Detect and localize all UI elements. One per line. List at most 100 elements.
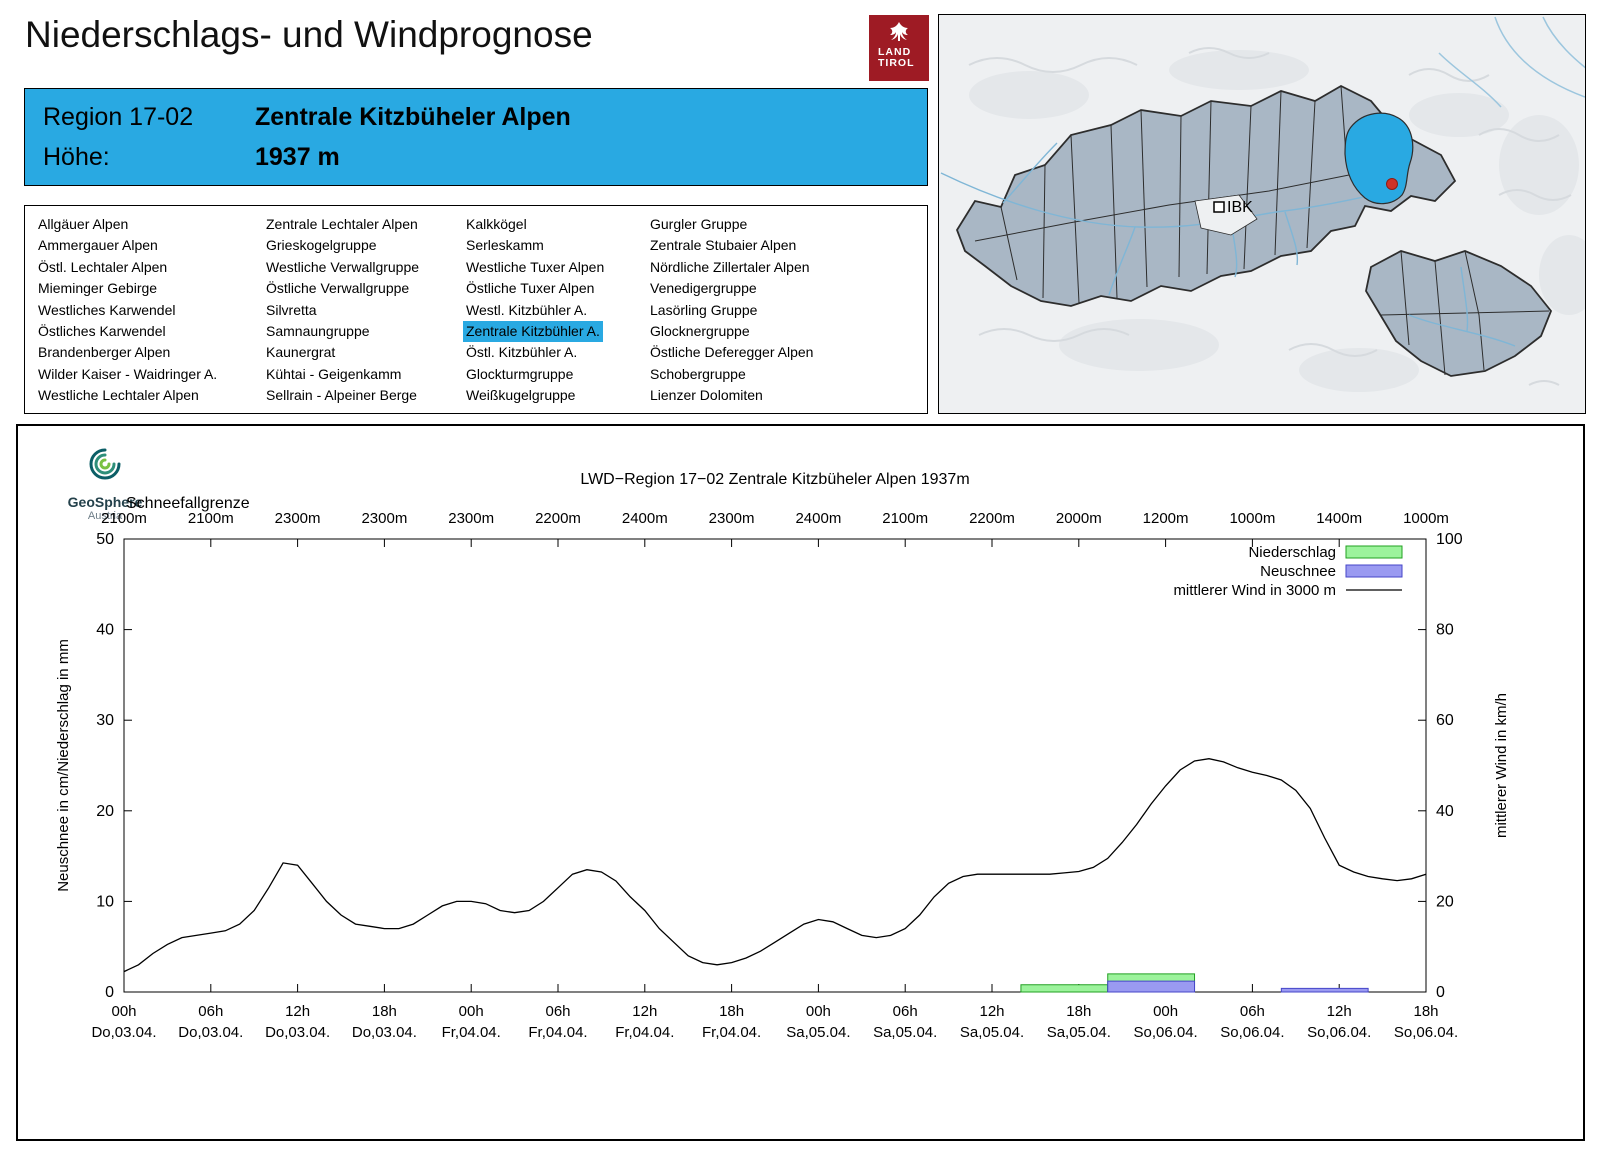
terrain-texture xyxy=(968,16,1585,392)
geosphere-sub: Austria xyxy=(87,510,123,522)
land-tirol-logo: LAND TIROL xyxy=(869,15,929,81)
x-tick-date: Fr,04.04. xyxy=(702,1024,761,1041)
region-list-column: Allgäuer Alpen Ammergauer Alpen Östl. Lech… xyxy=(35,214,263,413)
y-right-tick: 80 xyxy=(1436,622,1454,639)
schneefallgrenze-value: 2200m xyxy=(969,510,1015,527)
schneefallgrenze-value: 1400m xyxy=(1316,510,1362,527)
y-left-tick: 30 xyxy=(96,712,114,729)
region-list-item[interactable]: Lienzer Dolomiten xyxy=(650,387,763,404)
x-tick-time: 00h xyxy=(1153,1003,1178,1020)
region-list-item[interactable]: Kalkkögel xyxy=(466,216,527,232)
region-list-item[interactable]: Lasörling Gruppe xyxy=(650,301,758,318)
region-list-item[interactable]: Serleskamm xyxy=(466,237,544,254)
region-list-item[interactable]: Östl. Kitzbühler A. xyxy=(466,344,578,361)
y-left-tick: 10 xyxy=(96,893,114,910)
x-tick-time: 06h xyxy=(198,1003,223,1020)
region-list-item[interactable]: Östliche Verwallgruppe xyxy=(266,280,410,297)
region-list-item[interactable]: Zentrale Kitzbühler A. xyxy=(463,321,603,343)
geosphere-name: GeoSphere xyxy=(67,494,143,510)
region-list-item[interactable]: Wilder Kaiser - Waidringer A. xyxy=(38,365,218,382)
region-list-item[interactable]: Westliche Tuxer Alpen xyxy=(466,258,605,275)
chart-title: LWD−Region 17−02 Zentrale Kitzbüheler Al… xyxy=(580,471,969,488)
schneefallgrenze-value: 2300m xyxy=(448,510,494,527)
schneefallgrenze-value: 1000m xyxy=(1403,510,1449,527)
region-list-item[interactable]: Östliche Deferegger Alpen xyxy=(650,344,814,361)
tirol-map[interactable]: IBK xyxy=(938,14,1586,414)
x-tick-time: 06h xyxy=(1240,1003,1265,1020)
region-list-item[interactable]: Samnaungruppe xyxy=(266,323,370,340)
ibk-label: IBK xyxy=(1227,199,1253,216)
region-list-item[interactable]: Westl. Kitzbühler A. xyxy=(466,301,588,318)
x-tick-time: 12h xyxy=(1327,1003,1352,1020)
region-list-item[interactable]: Kühtai - Geigenkamm xyxy=(266,365,402,382)
y-right-tick: 40 xyxy=(1436,803,1454,820)
region-list-item[interactable]: Allgäuer Alpen xyxy=(38,216,129,232)
x-tick-date: So,06.04. xyxy=(1220,1024,1284,1041)
region-list-item[interactable]: Östliche Tuxer Alpen xyxy=(466,280,595,297)
map-canvas[interactable]: IBK xyxy=(939,15,1586,414)
region-list-item[interactable]: Schobergruppe xyxy=(650,365,746,382)
region-list-item[interactable]: Brandenberger Alpen xyxy=(38,344,171,361)
region-list: Allgäuer Alpen Ammergauer Alpen Östl. Lech… xyxy=(24,205,928,414)
x-tick-time: 18h xyxy=(719,1003,744,1020)
x-tick-time: 12h xyxy=(979,1003,1004,1020)
x-tick-time: 12h xyxy=(285,1003,310,1020)
schneefallgrenze-value: 2100m xyxy=(882,510,928,527)
x-tick-date: Do,03.04. xyxy=(91,1024,156,1041)
x-tick-date: So,06.04. xyxy=(1307,1024,1371,1041)
forecast-chart-panel: GeoSphere Austria LWD−Region 17−02 Zentr… xyxy=(16,424,1585,1141)
schneefallgrenze-value: 2200m xyxy=(535,510,581,527)
region-list-item[interactable]: Zentrale Stubaier Alpen xyxy=(650,237,797,254)
region-list-item[interactable]: Westliche Verwallgruppe xyxy=(266,258,420,275)
plot-frame xyxy=(123,538,1427,993)
schneefallgrenze-value: 1000m xyxy=(1229,510,1275,527)
region-list-column: Zentrale Lechtaler Alpen Grieskogelgruppe… xyxy=(263,214,463,413)
region-list-item[interactable]: Glocknergruppe xyxy=(650,323,750,340)
region-list-item[interactable]: Ammergauer Alpen xyxy=(38,237,158,254)
tirol-eagle-icon xyxy=(890,22,908,41)
region-header: Region 17-02 Zentrale Kitzbüheler Alpen … xyxy=(24,88,928,186)
y-right-tick: 20 xyxy=(1436,893,1454,910)
x-tick-time: 18h xyxy=(1413,1003,1438,1020)
region-list-item[interactable]: Mieminger Gebirge xyxy=(38,280,158,297)
region-list-item[interactable]: Weißkugelgruppe xyxy=(466,387,576,404)
region-list-item[interactable]: Venedigergruppe xyxy=(650,280,757,297)
region-list-item[interactable]: Kaunergrat xyxy=(266,344,336,361)
y-right-tick: 100 xyxy=(1436,531,1463,548)
region-list-item[interactable]: Glockturmgruppe xyxy=(466,365,574,382)
schneefallgrenze-value: 2400m xyxy=(622,510,668,527)
region-list-item[interactable]: Sellrain - Alpeiner Berge xyxy=(266,387,417,404)
schneefallgrenze-value: 2100m xyxy=(101,510,147,527)
region-list-item[interactable]: Östliches Karwendel xyxy=(38,323,166,340)
region-name: Zentrale Kitzbüheler Alpen xyxy=(255,102,571,131)
region-list-item[interactable]: Westliches Karwendel xyxy=(38,301,176,318)
region-list-column: Gurgler Gruppe Zentrale Stubaier Alpen Nör… xyxy=(647,214,816,413)
region-list-item[interactable]: Silvretta xyxy=(266,301,317,318)
north-tirol-regions[interactable] xyxy=(956,84,1457,307)
region-list-item[interactable]: Östl. Lechtaler Alpen xyxy=(38,258,168,275)
region-list-item[interactable]: Gurgler Gruppe xyxy=(650,216,748,232)
x-tick-date: Do,03.04. xyxy=(352,1024,417,1041)
y-right-tick: 0 xyxy=(1436,984,1445,1001)
rivers-outside xyxy=(1438,16,1585,108)
x-tick-date: Sa,05.04. xyxy=(960,1024,1024,1041)
region-list-item[interactable]: Westliche Lechtaler Alpen xyxy=(38,387,199,404)
x-tick-time: 12h xyxy=(632,1003,657,1020)
x-tick-date: Sa,05.04. xyxy=(1047,1024,1111,1041)
region-list-column: Kalkkögel Serleskamm Westliche Tuxer Alpen… xyxy=(463,214,647,413)
region-list-item[interactable]: Zentrale Lechtaler Alpen xyxy=(266,216,418,232)
region-label: Region 17-02 xyxy=(43,102,194,131)
x-tick-time: 06h xyxy=(545,1003,570,1020)
schneefallgrenze-value: 2100m xyxy=(188,510,234,527)
region-list-item[interactable]: Nördliche Zillertaler Alpen xyxy=(650,258,810,275)
y-left-tick: 40 xyxy=(96,622,114,639)
snow-bar xyxy=(1280,987,1369,993)
station-dot xyxy=(1386,178,1398,190)
x-tick-time: 18h xyxy=(1066,1003,1091,1020)
geosphere-swirl-icon xyxy=(89,448,121,480)
rivers xyxy=(940,142,1516,347)
x-tick-date: Fr,04.04. xyxy=(442,1024,501,1041)
region-list-item[interactable]: Grieskogelgruppe xyxy=(266,237,377,254)
x-tick-date: Fr,04.04. xyxy=(528,1024,587,1041)
logo-text-land: LAND xyxy=(878,46,912,58)
